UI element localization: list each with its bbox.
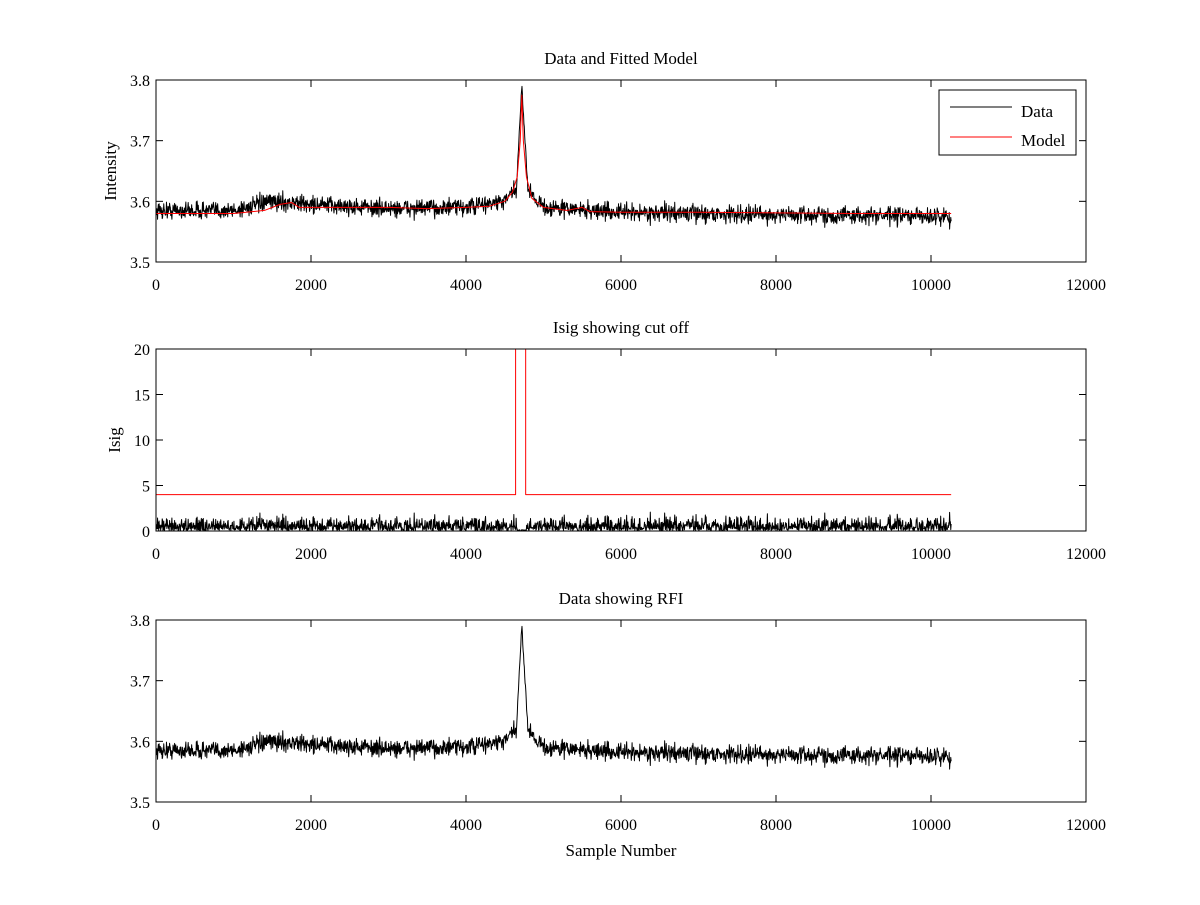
panel-data-and-fitted-model: Data and Fitted Model Intensity 0 2000 400… bbox=[101, 49, 1106, 294]
x-tick-label: 10000 bbox=[911, 546, 951, 563]
x-tick-label: 0 bbox=[152, 277, 160, 294]
x-tick-label: 4000 bbox=[450, 277, 482, 294]
y-tick-label: 3.7 bbox=[130, 674, 150, 691]
y-tick-label: 3.5 bbox=[130, 795, 150, 812]
ticks: 0 2000 4000 6000 8000 10000 12000 3.5 3.6 3.7 3.8 bbox=[130, 73, 1106, 294]
x-axis-label: Sample Number bbox=[566, 841, 677, 860]
y-tick-label: 20 bbox=[134, 342, 150, 359]
plot-area bbox=[155, 85, 952, 230]
series-line-data bbox=[155, 85, 952, 230]
x-tick-label: 2000 bbox=[295, 277, 327, 294]
series-line-data bbox=[155, 625, 952, 770]
x-tick-label: 2000 bbox=[295, 546, 327, 563]
y-axis-label: Isig bbox=[105, 427, 124, 453]
x-tick-label: 6000 bbox=[605, 277, 637, 294]
x-tick-label: 4000 bbox=[450, 817, 482, 834]
legend-label-model: Model bbox=[1021, 131, 1066, 150]
x-tick-label: 0 bbox=[152, 817, 160, 834]
panel-isig-showing-cut-off: Isig showing cut off Isig 0 2000 4000 6000 8… bbox=[105, 318, 1106, 563]
x-tick-label: 6000 bbox=[605, 817, 637, 834]
y-tick-label: 3.6 bbox=[130, 734, 150, 751]
x-tick-label: 10000 bbox=[911, 277, 951, 294]
x-tick-label: 8000 bbox=[760, 546, 792, 563]
plot-area bbox=[155, 625, 952, 770]
y-axis-label: Intensity bbox=[101, 141, 120, 201]
series-line-model bbox=[156, 94, 952, 214]
ticks: 0 2000 4000 6000 8000 10000 12000 0 5 10 15 20 bbox=[134, 342, 1106, 563]
series-line-isig bbox=[155, 511, 952, 532]
x-tick-label: 4000 bbox=[450, 546, 482, 563]
x-tick-label: 10000 bbox=[911, 817, 951, 834]
x-tick-label: 12000 bbox=[1066, 546, 1106, 563]
panel-data-showing-rfi: Data showing RFI Sample Number 0 2000 4000… bbox=[130, 589, 1106, 860]
y-tick-label: 3.5 bbox=[130, 255, 150, 272]
x-tick-label: 12000 bbox=[1066, 277, 1106, 294]
legend-label-data: Data bbox=[1021, 102, 1054, 121]
panel-title: Data showing RFI bbox=[559, 589, 684, 608]
x-tick-label: 12000 bbox=[1066, 817, 1106, 834]
y-tick-label: 3.7 bbox=[130, 134, 150, 151]
legend: Data Model bbox=[938, 89, 1077, 156]
y-tick-label: 10 bbox=[134, 433, 150, 450]
y-tick-label: 5 bbox=[142, 479, 150, 496]
panel-title: Data and Fitted Model bbox=[544, 49, 698, 68]
y-tick-label: 3.6 bbox=[130, 194, 150, 211]
y-tick-label: 3.8 bbox=[130, 613, 150, 630]
y-tick-label: 15 bbox=[134, 388, 150, 405]
x-tick-label: 8000 bbox=[760, 817, 792, 834]
x-tick-label: 2000 bbox=[295, 817, 327, 834]
x-tick-label: 8000 bbox=[760, 277, 792, 294]
x-tick-label: 6000 bbox=[605, 546, 637, 563]
x-tick-label: 0 bbox=[152, 546, 160, 563]
y-tick-label: 0 bbox=[142, 524, 150, 541]
panel-title: Isig showing cut off bbox=[553, 318, 689, 337]
legend-box bbox=[938, 89, 1077, 156]
y-tick-label: 3.8 bbox=[130, 73, 150, 90]
ticks: 0 2000 4000 6000 8000 10000 12000 3.5 3.6 3.7 3.8 bbox=[130, 613, 1106, 834]
